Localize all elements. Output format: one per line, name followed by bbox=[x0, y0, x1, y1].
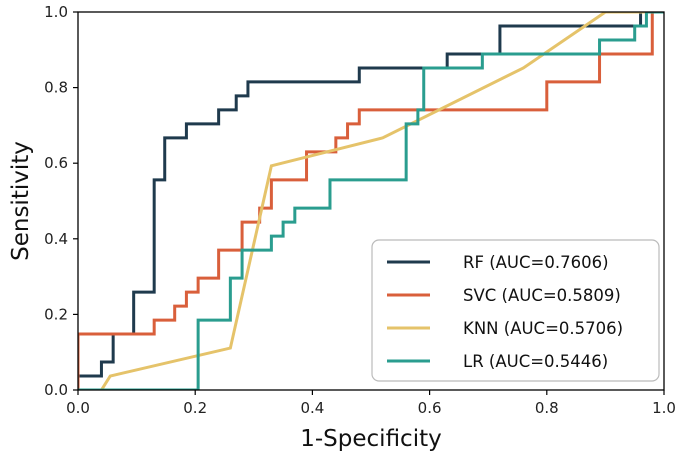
y-tick-label: 0.6 bbox=[44, 154, 68, 172]
legend-label: KNN (AUC=0.5706) bbox=[463, 319, 623, 338]
x-tick-label: 1.0 bbox=[652, 399, 676, 417]
legend-label: SVC (AUC=0.5809) bbox=[463, 286, 621, 305]
series-line-2 bbox=[78, 12, 664, 390]
y-axis-label: Sensitivity bbox=[8, 141, 34, 261]
x-tick-label: 0.4 bbox=[300, 399, 324, 417]
legend-label: RF (AUC=0.7606) bbox=[463, 253, 609, 272]
legend-box bbox=[371, 239, 660, 382]
series-line-1 bbox=[78, 12, 664, 390]
x-tick-label: 0.8 bbox=[535, 399, 559, 417]
x-axis-label: 1-Specificity bbox=[300, 426, 441, 452]
plot-frame bbox=[77, 11, 665, 391]
legend: RF (AUC=0.7606) SVC (AUC=0.5809) KNN (AUC=… bbox=[371, 239, 660, 382]
y-tick-label: 0.0 bbox=[44, 381, 68, 399]
y-tick-label: 1.0 bbox=[44, 3, 68, 21]
x-tick-label: 0.0 bbox=[66, 399, 90, 417]
x-axis-ticks: 0.0 0.2 0.4 0.6 0.8 1.0 bbox=[66, 390, 676, 417]
series-line-3 bbox=[100, 12, 664, 390]
legend-label: LR (AUC=0.5446) bbox=[463, 352, 608, 371]
series-line-4 bbox=[78, 12, 664, 390]
x-tick-label: 0.2 bbox=[183, 399, 207, 417]
y-tick-label: 0.4 bbox=[44, 230, 68, 248]
x-tick-label: 0.6 bbox=[418, 399, 442, 417]
y-tick-label: 0.8 bbox=[44, 79, 68, 97]
y-tick-label: 0.2 bbox=[44, 305, 68, 323]
y-axis-ticks: 0.0 0.2 0.4 0.6 0.8 1.0 bbox=[44, 3, 78, 399]
series-layer bbox=[78, 12, 664, 390]
